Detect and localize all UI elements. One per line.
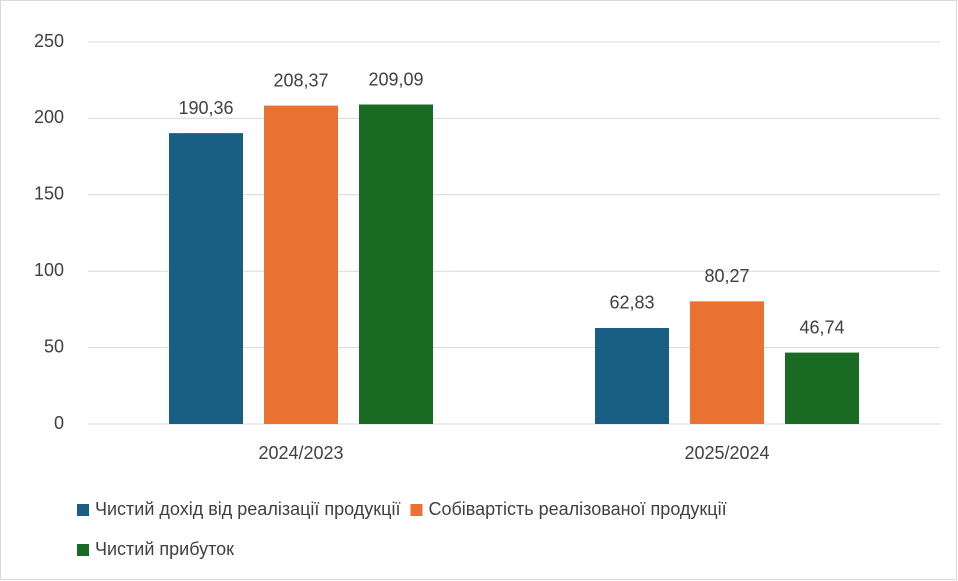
legend-swatch bbox=[77, 504, 89, 516]
data-label: 190,36 bbox=[178, 98, 233, 118]
legend-label: Собівартість реалізованої продукції bbox=[428, 499, 726, 519]
x-tick-label: 2025/2024 bbox=[684, 443, 769, 463]
bar bbox=[264, 105, 338, 424]
bar bbox=[169, 133, 243, 424]
bar bbox=[359, 104, 433, 424]
y-tick-label: 50 bbox=[44, 336, 64, 356]
bar bbox=[595, 327, 669, 424]
data-label: 80,27 bbox=[704, 266, 749, 286]
y-tick-label: 250 bbox=[34, 31, 64, 51]
x-tick-label: 2024/2023 bbox=[258, 443, 343, 463]
data-label: 209,09 bbox=[368, 69, 423, 89]
legend-label: Чистий дохід від реалізації продукції bbox=[95, 499, 400, 519]
y-tick-label: 0 bbox=[54, 413, 64, 433]
data-label: 208,37 bbox=[273, 70, 328, 90]
bar bbox=[785, 352, 859, 424]
data-label: 62,83 bbox=[609, 293, 654, 313]
y-tick-label: 200 bbox=[34, 107, 64, 127]
legend-label: Чистий прибуток bbox=[95, 539, 234, 559]
legend-swatch bbox=[410, 504, 423, 516]
legend-swatch bbox=[77, 544, 89, 556]
y-tick-label: 100 bbox=[34, 260, 64, 280]
y-tick-label: 150 bbox=[34, 184, 64, 204]
bar bbox=[690, 301, 764, 424]
data-label: 46,74 bbox=[799, 317, 844, 337]
